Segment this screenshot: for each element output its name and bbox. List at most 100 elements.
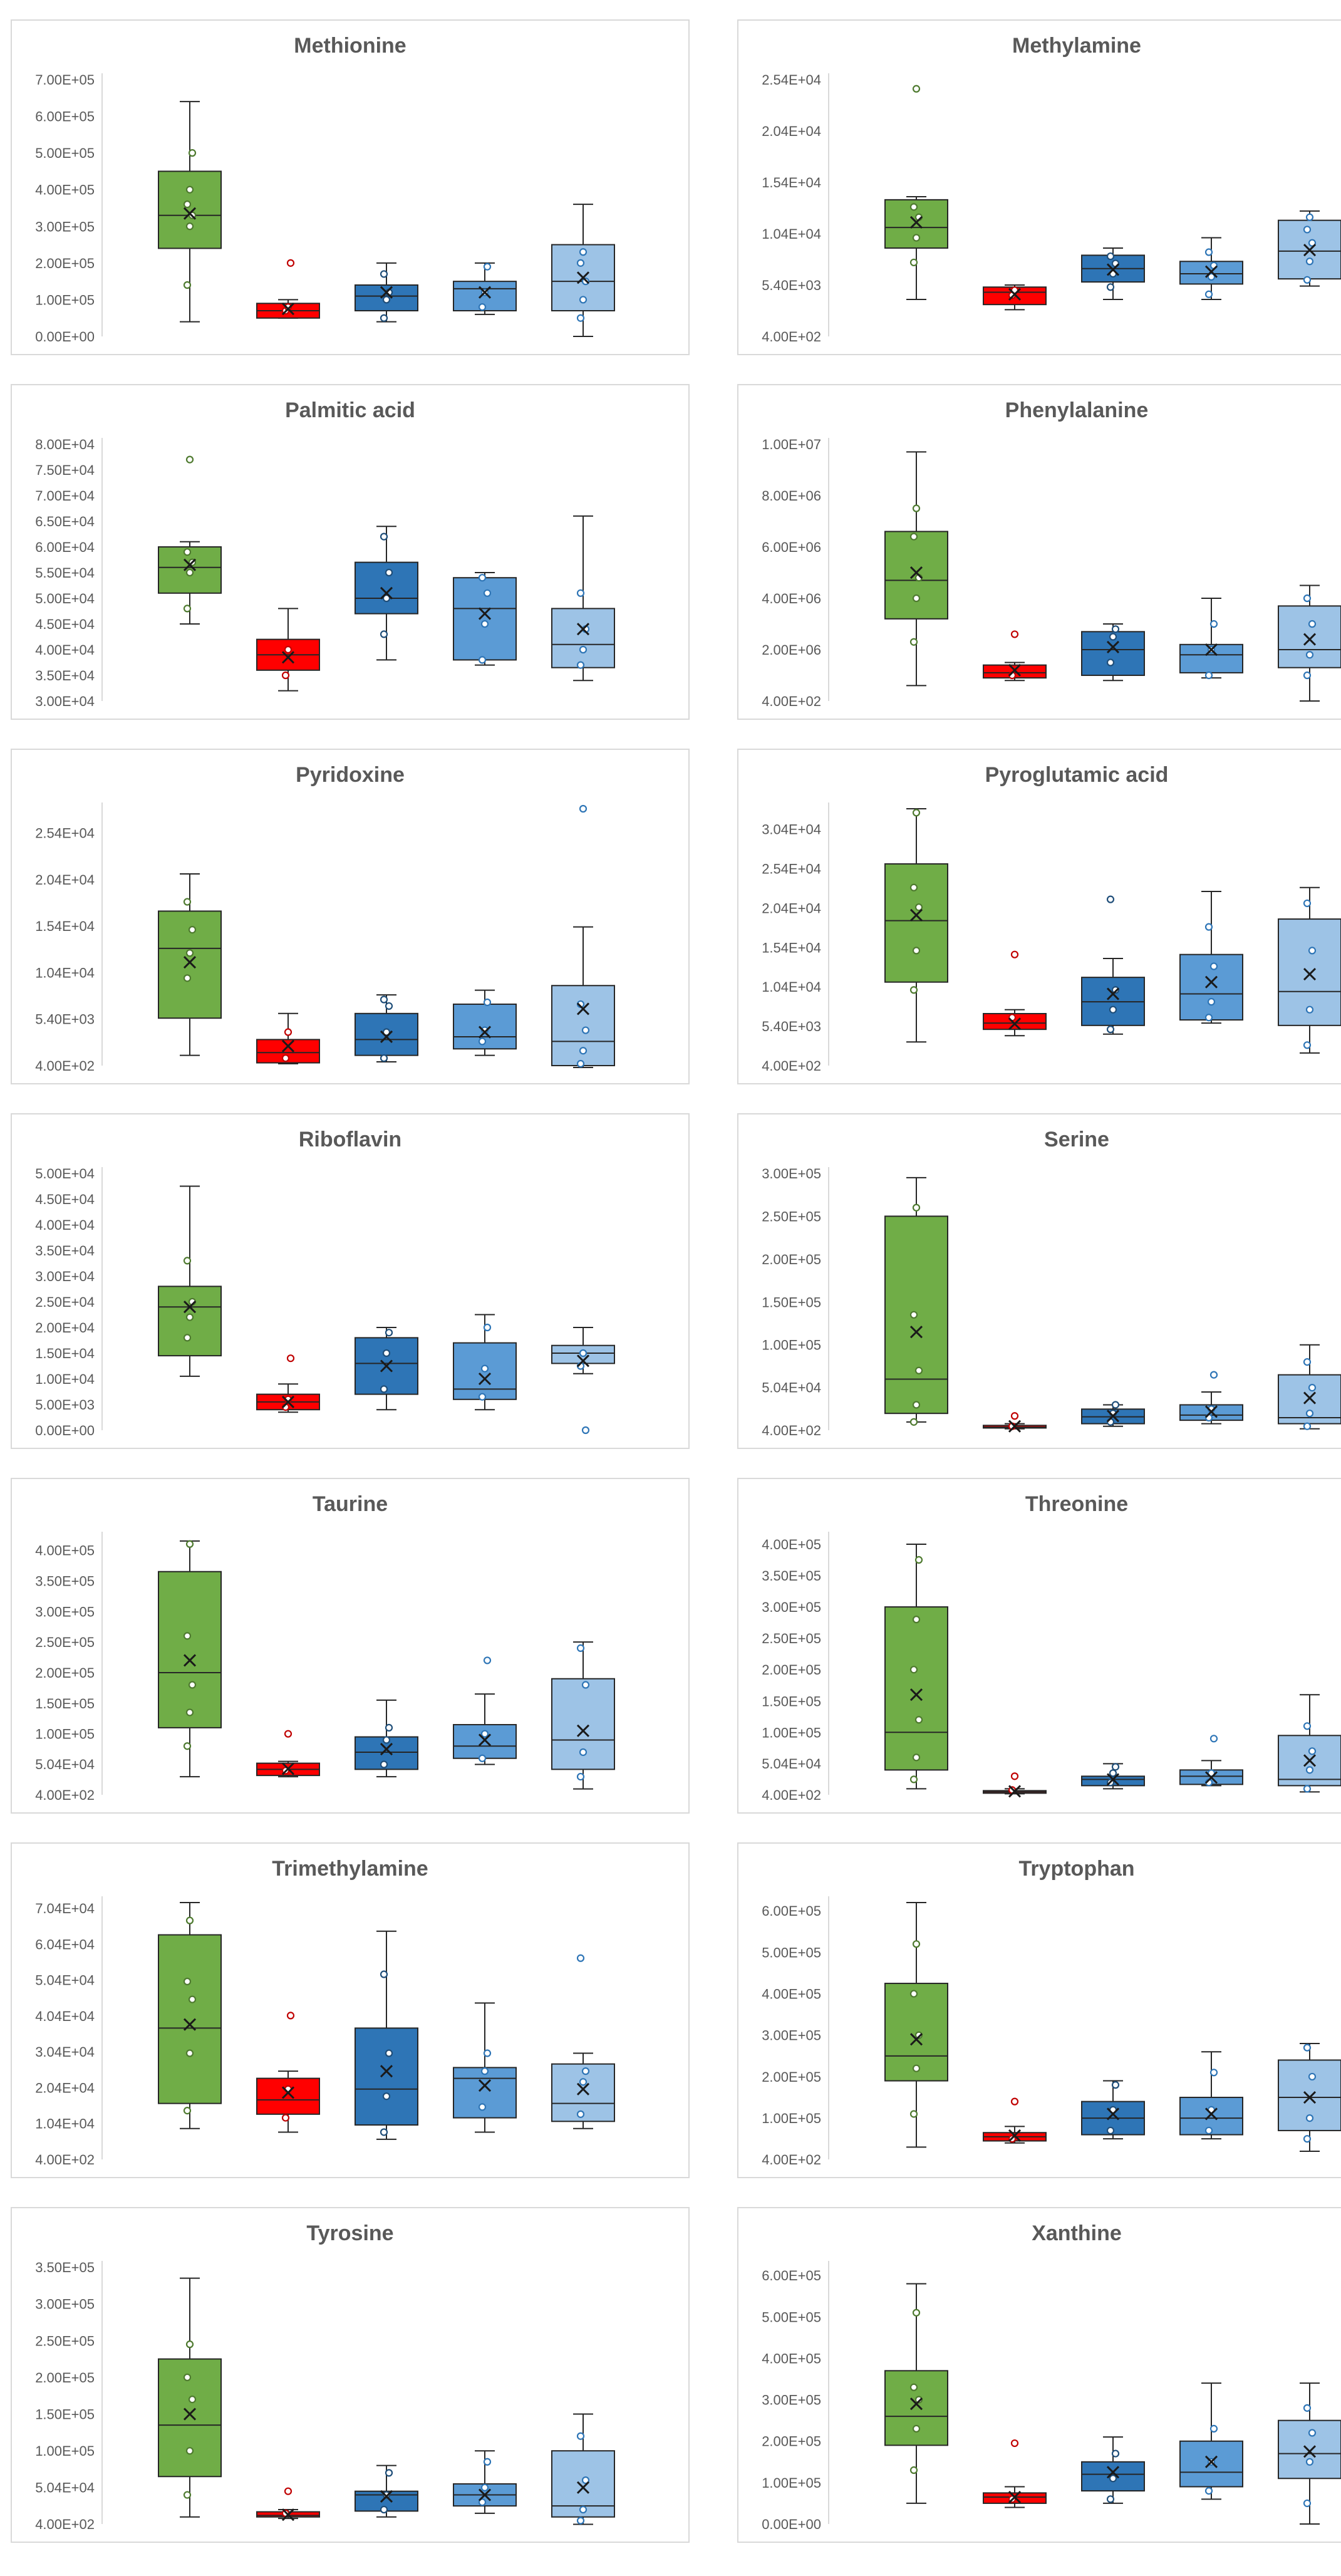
chart-title: Xanthine — [1032, 2221, 1122, 2245]
data-point — [183, 1334, 192, 1342]
box-group-5 — [551, 2413, 615, 2525]
y-tick-label: 1.04E+04 — [762, 226, 821, 242]
mean-marker — [281, 1762, 295, 1775]
mean-marker — [909, 2033, 923, 2046]
data-point — [914, 903, 923, 911]
y-tick-label: 1.54E+04 — [762, 175, 821, 190]
data-point — [576, 1644, 585, 1652]
mean-marker — [576, 271, 590, 284]
y-tick-label: 3.50E+05 — [35, 1573, 95, 1589]
data-point — [1207, 998, 1216, 1006]
y-tick-label: 1.00E+04 — [35, 1371, 95, 1387]
data-point — [1305, 1410, 1314, 1418]
mean-marker — [281, 2086, 295, 2099]
mean-marker — [183, 956, 197, 969]
data-point — [1106, 2495, 1115, 2503]
data-point — [380, 995, 388, 1004]
mean-marker — [380, 286, 393, 299]
data-point — [1111, 2081, 1120, 2089]
y-tick-label: 1.04E+04 — [762, 979, 821, 995]
data-point — [579, 645, 588, 654]
data-point — [1106, 658, 1115, 667]
data-point — [1303, 1358, 1312, 1366]
mean-marker — [1303, 633, 1317, 646]
data-point — [581, 1426, 590, 1435]
data-point — [579, 804, 588, 813]
data-point — [183, 281, 192, 289]
y-tick-label: 4.00E+02 — [762, 1058, 821, 1074]
box-group-1 — [884, 1544, 948, 1790]
data-point — [1010, 2097, 1019, 2106]
data-point — [909, 1311, 918, 1319]
y-tick-label: 8.00E+06 — [762, 488, 821, 504]
data-point — [380, 532, 388, 541]
data-point — [382, 594, 391, 603]
data-point — [385, 2049, 393, 2057]
data-point — [1209, 1735, 1218, 1743]
box-group-1 — [158, 455, 222, 625]
data-point — [385, 1002, 393, 1010]
data-point — [909, 2110, 918, 2118]
box-iqr — [158, 170, 222, 249]
data-point — [1308, 2429, 1317, 2437]
y-tick-label: 3.00E+05 — [35, 219, 95, 234]
box-iqr — [884, 2370, 948, 2446]
data-point — [1308, 947, 1317, 955]
data-point — [581, 2476, 590, 2485]
y-tick-label: 1.50E+05 — [35, 2407, 95, 2423]
data-point — [185, 568, 194, 577]
data-point — [1303, 671, 1312, 680]
data-point — [909, 1418, 918, 1426]
y-tick-label: 4.00E+02 — [762, 693, 821, 709]
y-tick-label: 5.04E+04 — [762, 1756, 821, 1772]
chart-title: Methylamine — [1012, 34, 1141, 58]
box-group-5 — [1278, 1694, 1341, 1793]
data-point — [1209, 962, 1218, 970]
mean-marker — [576, 2481, 590, 2494]
chart-title: Serine — [1044, 1128, 1109, 1151]
mean-marker — [1008, 1420, 1022, 1433]
box-group-1 — [884, 1176, 948, 1426]
data-point — [380, 1760, 388, 1768]
mean-marker — [1008, 2129, 1022, 2142]
data-point — [576, 661, 585, 669]
y-tick-label: 4.00E+04 — [35, 642, 95, 658]
y-tick-label: 4.00E+02 — [35, 1058, 95, 1074]
y-tick-label: 1.00E+05 — [35, 292, 95, 308]
data-point — [912, 2064, 921, 2072]
y-tick-label: 2.00E+05 — [762, 1252, 821, 1267]
y-tick-label: 4.00E+02 — [762, 1787, 821, 1803]
box-group-1 — [158, 873, 222, 1056]
data-point — [912, 1401, 921, 1409]
data-point — [478, 2498, 487, 2506]
data-point — [183, 1257, 192, 1265]
mean-marker — [1106, 263, 1120, 276]
data-point — [1010, 1772, 1019, 1780]
data-point — [281, 1054, 290, 1062]
mean-marker — [183, 1654, 197, 1667]
box-group-5 — [1278, 584, 1341, 702]
y-tick-label: 1.00E+05 — [35, 2443, 95, 2459]
mean-marker — [380, 2490, 393, 2503]
mean-marker — [380, 1030, 393, 1044]
data-point — [183, 1632, 192, 1640]
y-tick-label: 5.40E+03 — [762, 1019, 821, 1034]
box-group-2 — [256, 2012, 320, 2133]
y-tick-label: 3.04E+04 — [762, 822, 821, 838]
box-group-3 — [355, 526, 418, 661]
y-tick-label: 5.04E+04 — [762, 1380, 821, 1396]
data-point — [1010, 630, 1019, 638]
data-point — [579, 296, 588, 304]
data-point — [480, 2483, 489, 2491]
y-tick-label: 1.54E+04 — [762, 940, 821, 955]
y-tick-label: 2.00E+06 — [762, 642, 821, 658]
y-tick-label: 1.50E+05 — [762, 1294, 821, 1310]
y-tick-label: 6.00E+05 — [762, 1903, 821, 1919]
mean-marker — [1106, 2466, 1120, 2479]
box-group-5 — [1278, 886, 1341, 1054]
data-point — [185, 1313, 194, 1321]
y-tick-label: 3.00E+04 — [35, 693, 95, 709]
y-tick-label: 4.00E+05 — [35, 1543, 95, 1559]
box-group-2 — [983, 284, 1047, 311]
y-tick-label: 5.50E+04 — [35, 565, 95, 581]
